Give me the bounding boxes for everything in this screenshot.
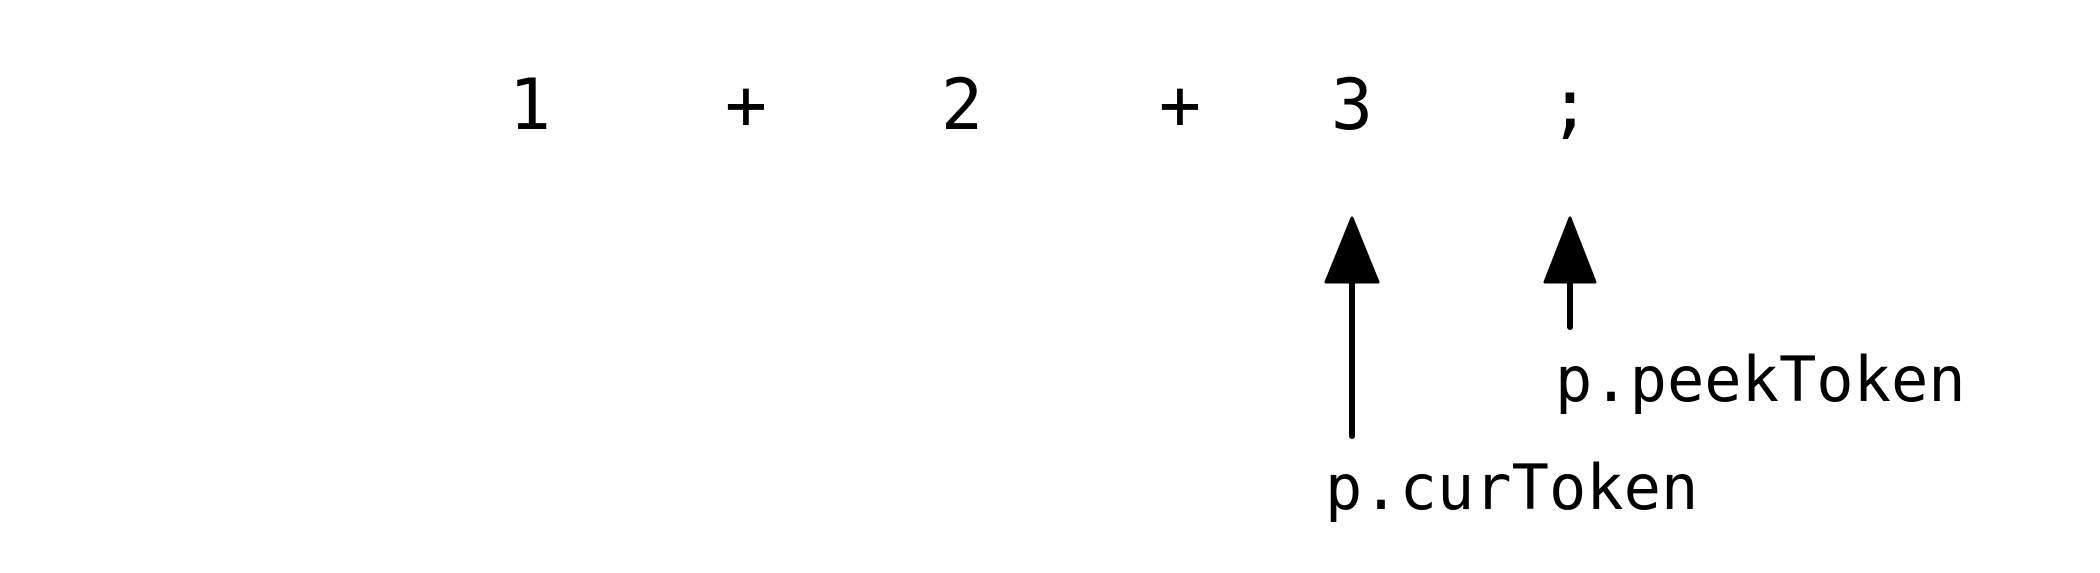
peek-token-label: p.peekToken: [1555, 343, 1966, 416]
peek-token-arrow: [1543, 216, 1597, 330]
peek-token-arrow-head: [1543, 216, 1597, 284]
token-semicolon: ;: [1548, 64, 1592, 146]
token-2: 2: [940, 64, 984, 146]
cur-token-arrow-head: [1324, 216, 1380, 284]
token-3: 3: [1330, 64, 1374, 146]
cur-token-label: p.curToken: [1325, 451, 1699, 524]
token-1: 1: [508, 64, 552, 146]
token-plus-2: +: [1158, 64, 1202, 146]
token-plus-1: +: [724, 64, 768, 146]
cur-token-arrow: [1324, 216, 1380, 439]
